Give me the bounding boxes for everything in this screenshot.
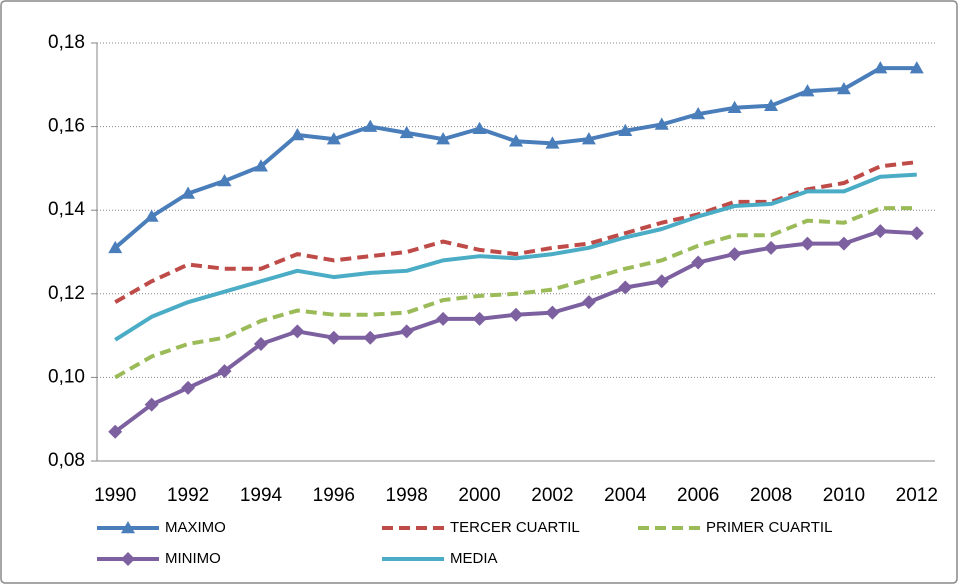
marker: [144, 209, 159, 222]
marker: [618, 123, 633, 137]
marker: [509, 134, 523, 147]
marker: [691, 255, 706, 270]
marker: [836, 81, 851, 95]
legend-label: MAXIMO: [165, 519, 226, 536]
marker: [108, 240, 123, 254]
x-tick-label: 1996: [313, 485, 355, 506]
marker: [436, 132, 451, 145]
y-tick-label: 0,10: [48, 366, 85, 387]
x-tick-label: 2000: [458, 485, 500, 506]
legend-label: PRIMER CUARTIL: [706, 519, 832, 536]
marker: [581, 295, 596, 310]
legend-label: MINIMO: [165, 550, 221, 567]
marker: [873, 61, 888, 74]
x-tick-label: 2010: [823, 485, 865, 506]
legend-label: MEDIA: [450, 550, 498, 567]
marker: [290, 324, 305, 339]
marker: [399, 324, 414, 339]
marker: [363, 119, 378, 132]
marker: [654, 274, 669, 289]
x-tick-label: 2002: [531, 485, 573, 506]
marker: [472, 121, 487, 134]
series-line: [114, 172, 917, 342]
y-tick-label: 0,12: [48, 283, 85, 304]
legend-marker: [121, 552, 135, 566]
marker: [144, 397, 159, 412]
marker: [253, 336, 268, 351]
x-tick-label: 1994: [240, 485, 283, 506]
marker: [181, 186, 196, 199]
marker: [253, 159, 268, 172]
marker: [764, 240, 779, 255]
marker: [290, 127, 305, 141]
x-tick-label: 1990: [94, 485, 136, 506]
marker: [326, 132, 341, 145]
y-tick-label: 0,18: [48, 32, 85, 53]
x-tick-label: 2004: [604, 485, 647, 506]
y-tick-label: 0,08: [48, 450, 85, 471]
marker: [873, 224, 888, 239]
series-line: [114, 206, 917, 380]
marker: [727, 247, 742, 262]
marker: [436, 311, 451, 326]
marker: [509, 307, 523, 322]
y-tick-label: 0,14: [48, 199, 85, 220]
x-tick-label: 2008: [750, 485, 792, 506]
series-line: [114, 160, 918, 304]
marker: [472, 311, 487, 326]
marker: [764, 98, 779, 111]
marker: [545, 136, 560, 149]
legend-marker: [121, 521, 135, 534]
marker: [909, 226, 924, 241]
x-tick-label: 2006: [677, 485, 719, 506]
x-tick-label: 1998: [386, 485, 428, 506]
marker: [800, 236, 815, 251]
marker: [326, 330, 341, 345]
marker: [691, 107, 706, 120]
x-tick-label: 2012: [896, 485, 938, 506]
marker: [181, 380, 196, 395]
marker: [727, 100, 742, 114]
marker: [108, 424, 123, 439]
legend-label: TERCER CUARTIL: [450, 519, 580, 536]
marker: [363, 330, 378, 345]
y-tick-label: 0,16: [48, 116, 85, 137]
marker: [217, 173, 232, 187]
marker: [800, 84, 815, 97]
marker: [399, 125, 414, 139]
marker: [618, 280, 633, 295]
marker: [581, 132, 596, 145]
marker: [909, 61, 924, 74]
marker: [545, 305, 560, 320]
marker: [654, 117, 669, 130]
marker: [836, 236, 851, 251]
x-tick-label: 1992: [167, 485, 209, 506]
marker: [217, 364, 232, 379]
